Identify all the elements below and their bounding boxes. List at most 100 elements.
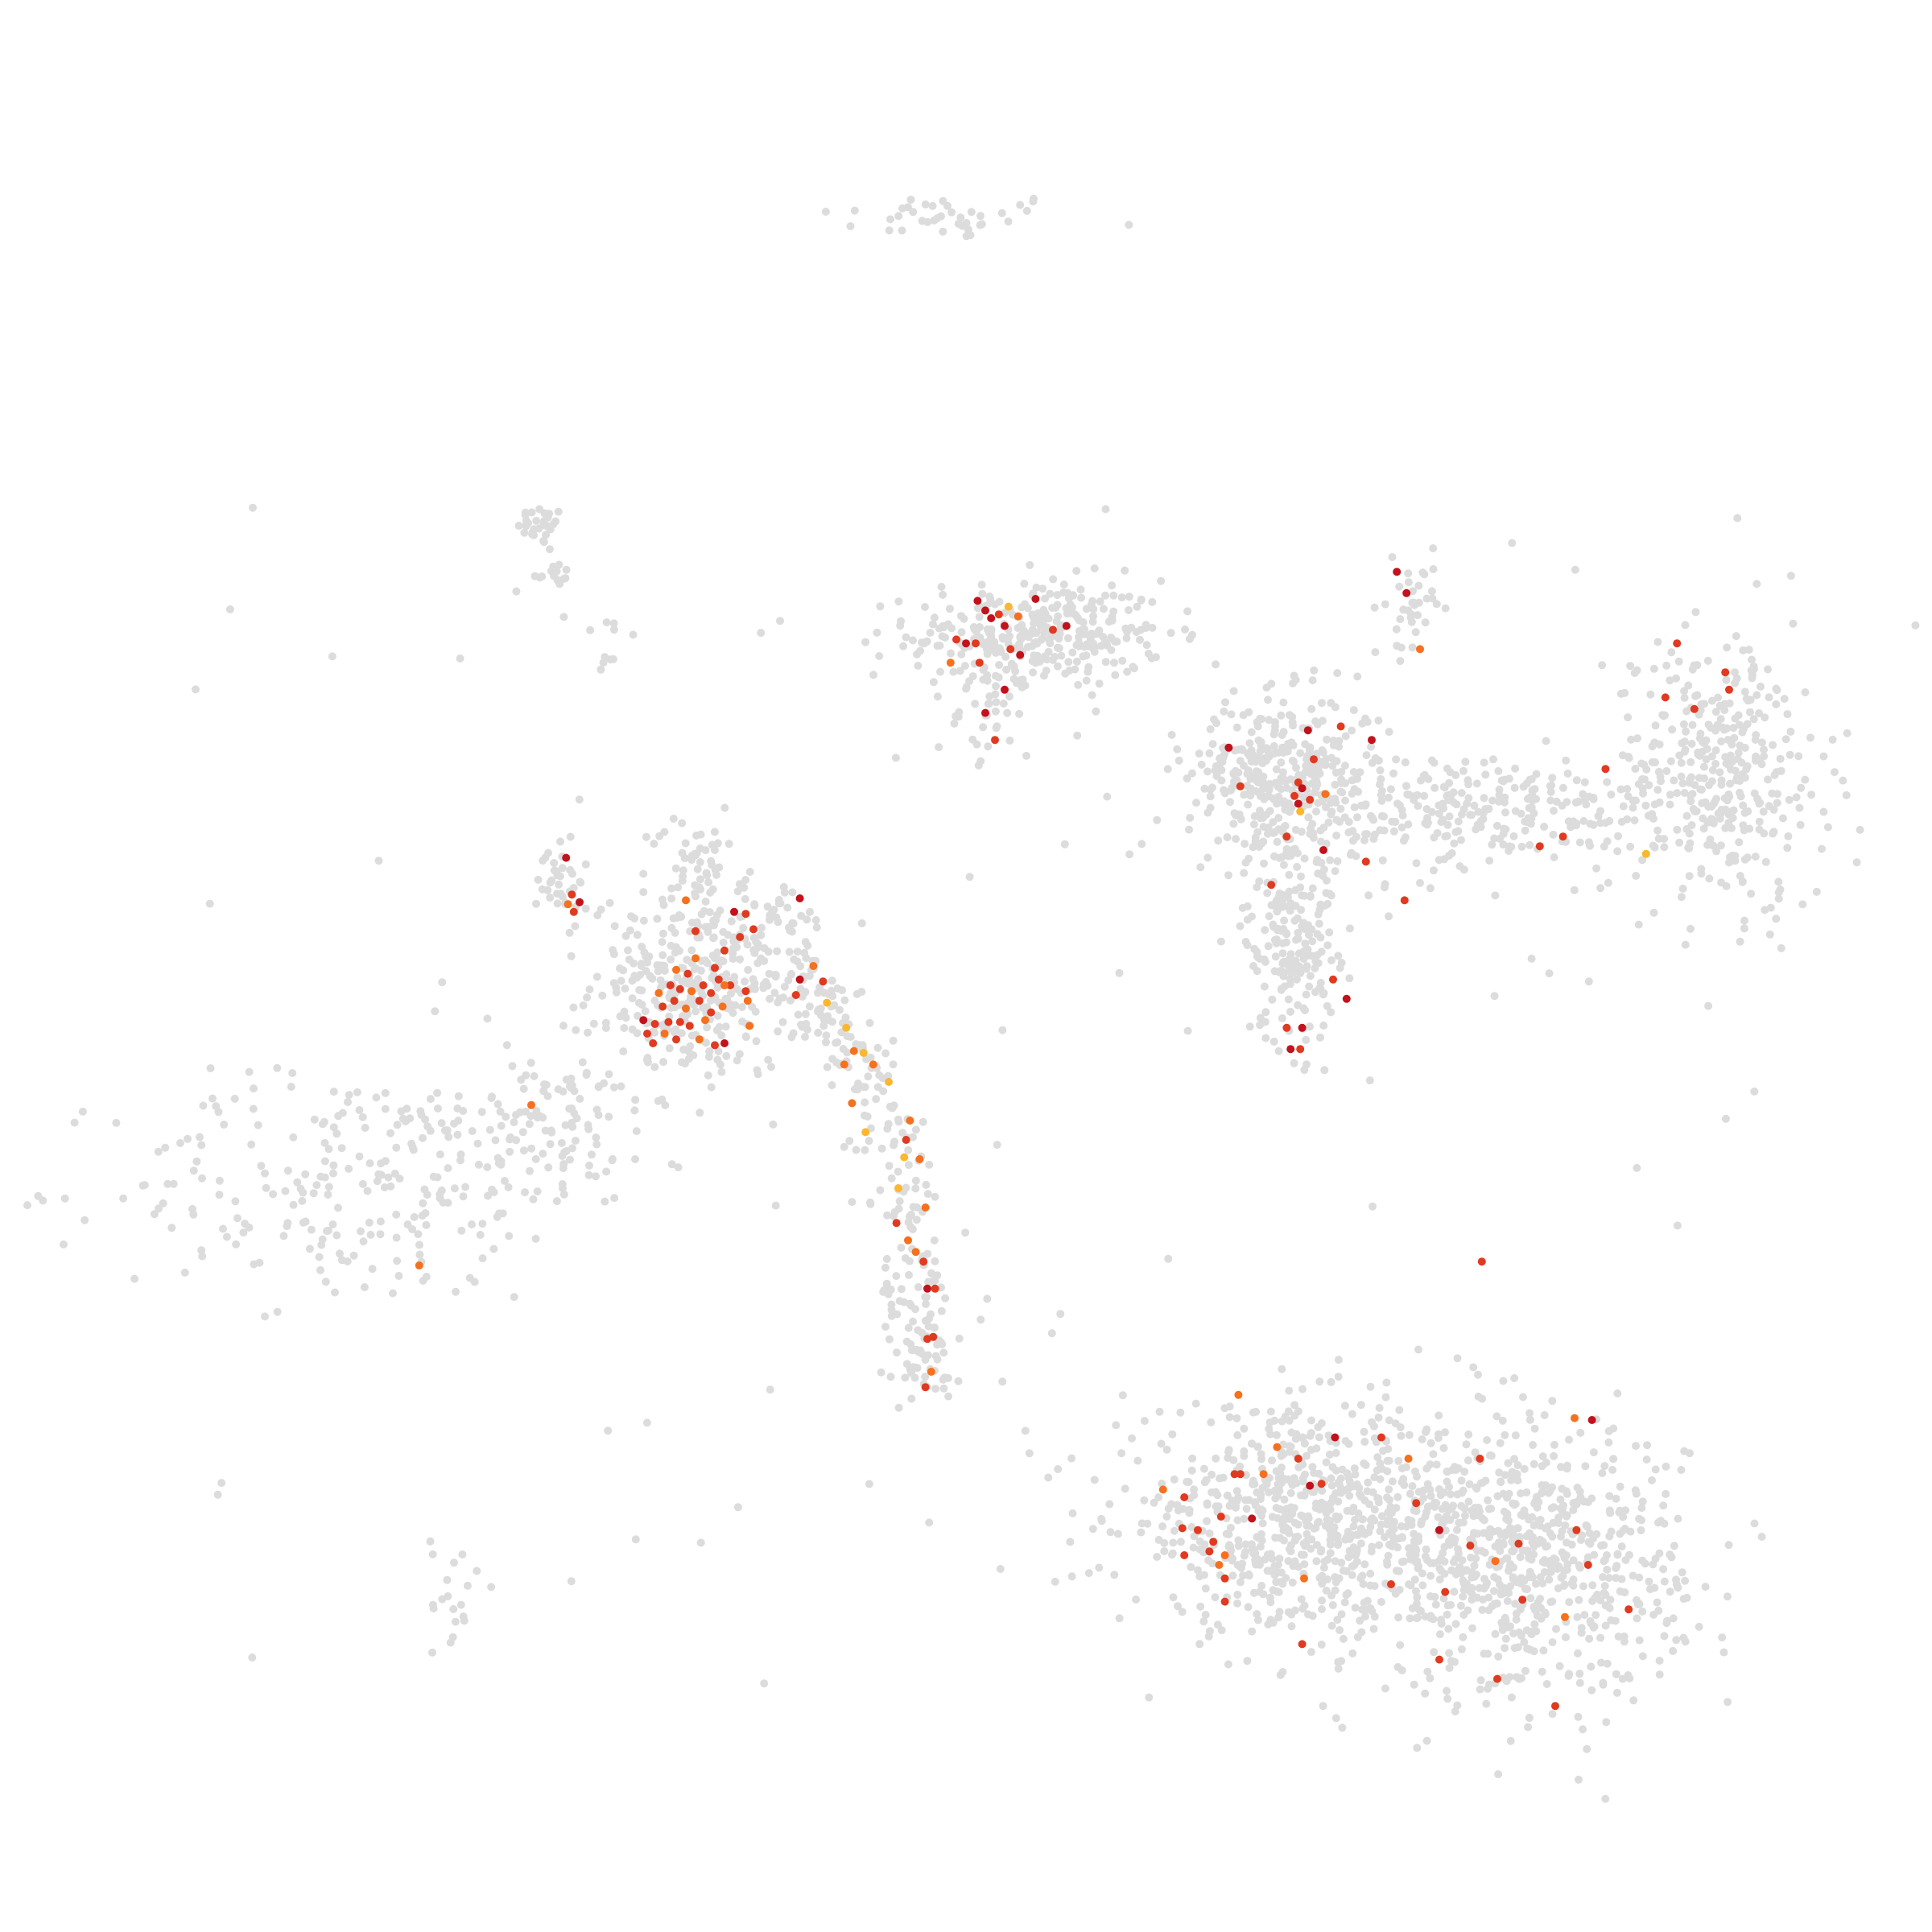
background-point bbox=[733, 1056, 741, 1065]
background-point bbox=[1351, 1516, 1360, 1524]
background-point bbox=[1331, 867, 1340, 876]
background-point bbox=[1356, 1616, 1364, 1625]
background-point bbox=[631, 1535, 640, 1544]
background-point bbox=[1736, 741, 1744, 750]
background-point bbox=[658, 938, 667, 947]
background-point bbox=[1269, 730, 1278, 739]
background-point bbox=[1286, 980, 1294, 989]
background-point bbox=[1717, 780, 1726, 789]
background-point bbox=[740, 883, 749, 892]
background-point bbox=[925, 1160, 934, 1169]
background-point bbox=[1507, 1470, 1516, 1479]
background-point bbox=[1435, 1630, 1444, 1639]
background-point bbox=[1585, 1634, 1594, 1643]
background-point bbox=[801, 1009, 810, 1018]
highlighted-point bbox=[1319, 846, 1327, 854]
background-point bbox=[715, 863, 724, 872]
background-point bbox=[1188, 1454, 1197, 1463]
background-point bbox=[532, 899, 540, 908]
background-point bbox=[1326, 1540, 1335, 1549]
background-point bbox=[1781, 735, 1790, 744]
background-point bbox=[1619, 1525, 1628, 1534]
background-point bbox=[1318, 797, 1327, 806]
background-point bbox=[671, 943, 680, 952]
background-point bbox=[852, 1146, 861, 1154]
background-point bbox=[1516, 1553, 1525, 1562]
highlighted-point bbox=[666, 981, 675, 989]
background-point bbox=[1044, 1473, 1053, 1482]
background-point bbox=[716, 906, 724, 915]
background-point bbox=[546, 525, 555, 534]
background-point bbox=[1016, 200, 1025, 209]
background-point bbox=[1199, 1464, 1208, 1473]
background-point bbox=[1279, 698, 1288, 707]
background-point bbox=[1282, 1505, 1291, 1513]
background-point bbox=[180, 1268, 189, 1277]
background-point bbox=[1163, 765, 1172, 774]
background-point bbox=[760, 1679, 769, 1688]
background-point bbox=[261, 1312, 269, 1321]
background-point bbox=[991, 707, 1000, 716]
background-point bbox=[1638, 1607, 1647, 1616]
highlighted-point bbox=[1236, 1470, 1245, 1479]
background-point bbox=[1724, 1541, 1733, 1550]
background-point bbox=[1088, 1525, 1097, 1534]
highlighted-point bbox=[1561, 1612, 1569, 1621]
background-point bbox=[1042, 655, 1051, 664]
background-point bbox=[786, 970, 795, 979]
background-point bbox=[1673, 825, 1682, 834]
background-point bbox=[1736, 788, 1744, 797]
background-point bbox=[1530, 1542, 1538, 1551]
background-point bbox=[1457, 1645, 1466, 1653]
background-point bbox=[918, 217, 927, 225]
background-point bbox=[1543, 1542, 1552, 1550]
background-point bbox=[913, 650, 922, 658]
background-point bbox=[1340, 1402, 1349, 1410]
background-point bbox=[1510, 1644, 1519, 1653]
background-point bbox=[1260, 955, 1269, 964]
background-point bbox=[1292, 935, 1300, 944]
highlighted-point bbox=[1248, 1514, 1257, 1523]
background-point bbox=[758, 923, 766, 932]
highlighted-point bbox=[1476, 1455, 1484, 1463]
background-point bbox=[1711, 759, 1720, 768]
background-point bbox=[1796, 820, 1805, 829]
highlighted-point bbox=[1368, 736, 1376, 745]
background-point bbox=[1323, 735, 1331, 744]
background-point bbox=[620, 1007, 629, 1016]
background-point bbox=[1382, 1378, 1391, 1387]
background-point bbox=[1574, 1712, 1583, 1721]
background-point bbox=[1236, 757, 1245, 766]
background-point bbox=[1589, 795, 1598, 803]
background-point bbox=[794, 1010, 803, 1019]
background-point bbox=[1437, 1616, 1445, 1624]
background-point bbox=[565, 1104, 574, 1113]
background-point bbox=[1340, 1598, 1349, 1607]
background-point bbox=[1606, 1596, 1615, 1604]
background-point bbox=[1528, 786, 1537, 795]
background-point bbox=[1673, 789, 1682, 798]
background-point bbox=[650, 1063, 659, 1071]
background-point bbox=[1250, 812, 1259, 820]
background-point bbox=[468, 1220, 476, 1228]
background-point bbox=[1492, 1563, 1501, 1571]
background-point bbox=[765, 969, 774, 978]
background-point bbox=[1274, 814, 1283, 822]
background-point bbox=[890, 1137, 899, 1146]
background-point bbox=[562, 565, 571, 574]
background-point bbox=[1471, 1448, 1480, 1457]
background-point bbox=[1536, 1595, 1545, 1603]
background-point bbox=[684, 1055, 693, 1063]
background-point bbox=[1629, 803, 1637, 812]
background-point bbox=[1586, 819, 1595, 828]
background-point bbox=[1277, 985, 1286, 994]
background-point bbox=[1341, 796, 1349, 805]
background-point bbox=[1655, 1670, 1664, 1679]
background-point bbox=[828, 1055, 837, 1063]
background-point bbox=[717, 1067, 726, 1076]
background-point bbox=[803, 1026, 811, 1034]
background-point bbox=[457, 1226, 466, 1235]
background-point bbox=[1722, 675, 1731, 684]
background-point bbox=[908, 1225, 917, 1234]
background-point bbox=[483, 1014, 492, 1023]
